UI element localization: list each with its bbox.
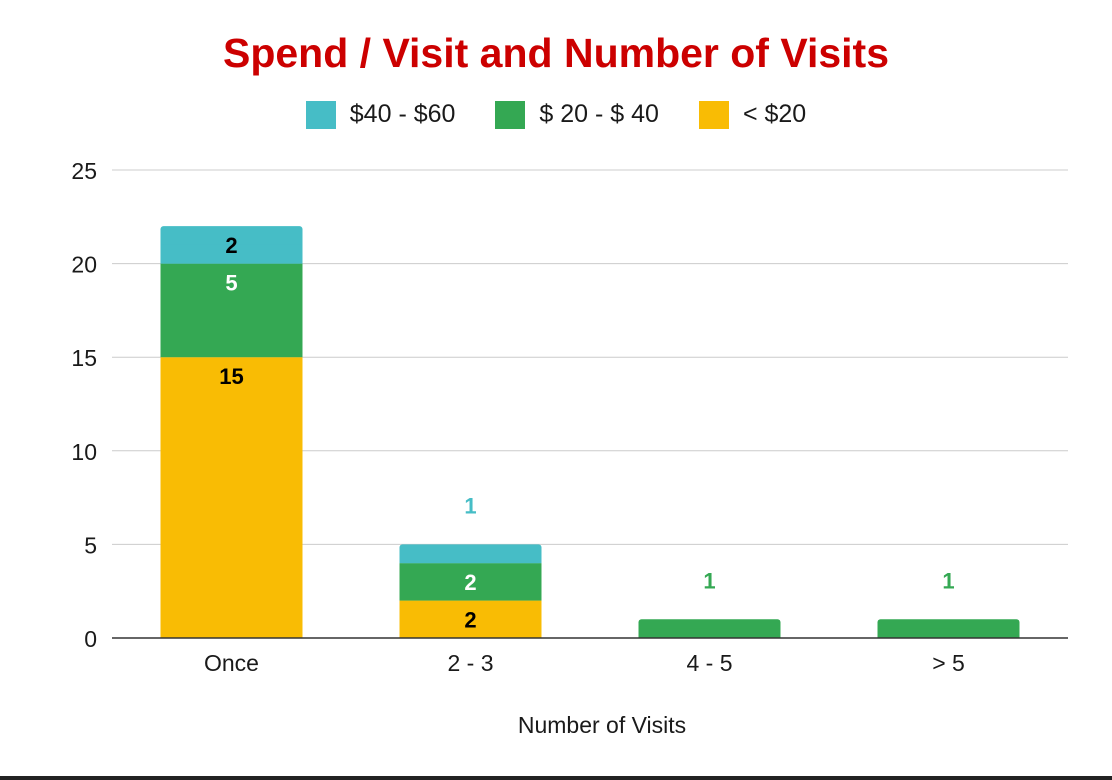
legend-label-40-60: $40 - $60: [349, 100, 456, 128]
bar-segment: [160, 263, 303, 358]
data-label: 1: [464, 493, 476, 518]
x-tick-label: Once: [204, 650, 259, 676]
y-tick-label: 0: [84, 626, 97, 652]
legend-label-20-40: $ 20 - $ 40: [539, 100, 659, 128]
legend-item-40-60: $40 - $60: [305, 100, 456, 129]
x-tick-label: 4 - 5: [686, 650, 732, 676]
data-label: 2: [225, 233, 237, 258]
bar-segment: [399, 563, 542, 601]
legend-swatch-20-40: [495, 100, 526, 129]
data-label: 15: [219, 364, 243, 389]
x-tick-label: > 5: [932, 650, 965, 676]
y-tick-label: 10: [71, 439, 97, 465]
legend-item-20-40: $ 20 - $ 40: [495, 100, 659, 129]
legend-swatch-40-60: [305, 100, 336, 129]
bottom-border: [0, 776, 1112, 780]
legend-label-under-20: < $20: [742, 100, 807, 128]
bar-segment-base: [399, 553, 542, 564]
data-label: 1: [703, 568, 715, 593]
bar-segment-base: [638, 628, 781, 638]
bar-segment-base: [877, 628, 1020, 638]
data-label: 2: [464, 570, 476, 595]
data-label: 2: [464, 608, 476, 633]
y-tick-label: 20: [71, 252, 97, 278]
chart-title: Spend / Visit and Number of Visits: [222, 30, 889, 76]
x-tick-label: 2 - 3: [447, 650, 493, 676]
chart-legend: $40 - $60 $ 20 - $ 40 < $20: [0, 100, 1112, 129]
y-tick-label: 5: [84, 532, 97, 558]
bar-segment: [399, 600, 542, 638]
bar-segment-base: [160, 244, 303, 264]
data-label: 5: [225, 271, 237, 296]
y-tick-label: 25: [71, 158, 97, 184]
legend-item-under-20: < $20: [698, 100, 807, 129]
y-tick-label: 15: [71, 345, 97, 371]
x-axis-title: Number of Visits: [518, 712, 686, 738]
bar-segment: [160, 357, 303, 638]
legend-swatch-under-20: [698, 100, 729, 129]
data-label: 1: [942, 568, 954, 593]
